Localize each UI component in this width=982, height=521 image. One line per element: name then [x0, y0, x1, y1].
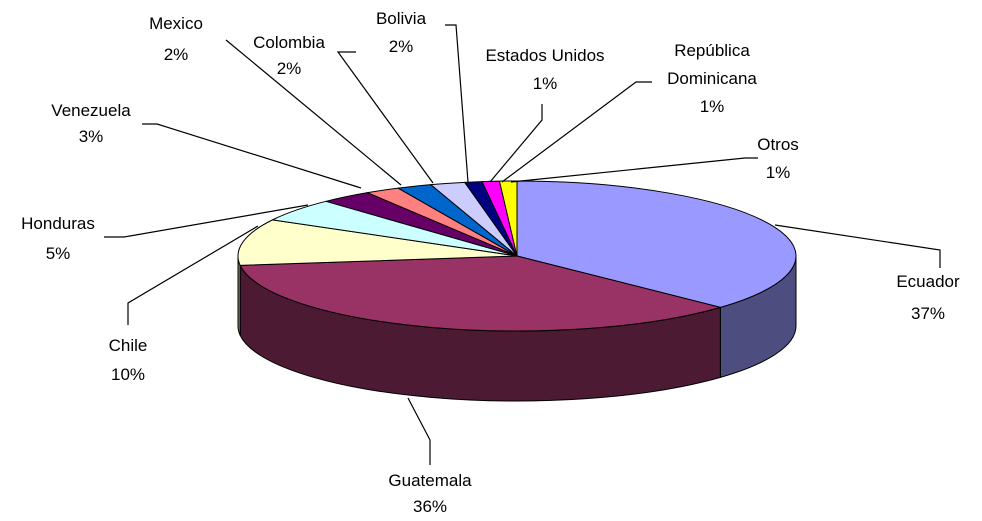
- slice-value: 2%: [277, 59, 302, 78]
- slice-label-venezuela: Venezuela 3%: [51, 101, 131, 146]
- slice-label-guatemala: Guatemala 36%: [388, 471, 472, 516]
- slice-label-otros: Otros 1%: [757, 135, 799, 182]
- leader-line-estados-unidos: [489, 104, 543, 183]
- leader-line-bolivia: [445, 24, 469, 183]
- slice-value: 3%: [79, 127, 104, 146]
- slice-name: Chile: [109, 336, 148, 355]
- slice-value: 36%: [413, 497, 447, 516]
- slice-label-republica-dominicana: República Dominicana 1%: [667, 41, 757, 116]
- leader-line-ecuador: [774, 224, 941, 268]
- slice-label-estados-unidos: Estados Unidos 1%: [485, 46, 604, 93]
- slice-name: República: [674, 41, 750, 60]
- slice-value: 1%: [533, 74, 558, 93]
- slice-name: Venezuela: [51, 101, 131, 120]
- slice-name: Dominicana: [667, 69, 757, 88]
- slice-ecuador: [516, 180, 797, 308]
- slice-chile: [237, 219, 518, 266]
- leader-line-honduras: [104, 204, 309, 238]
- slice-label-colombia: Colombia 2%: [253, 33, 325, 78]
- slice-name: Mexico: [149, 14, 203, 33]
- slice-label-ecuador: Ecuador 37%: [896, 272, 960, 323]
- slice-label-chile: Chile 10%: [109, 336, 148, 384]
- slice-name: Estados Unidos: [485, 46, 604, 65]
- slice-name: Ecuador: [896, 272, 960, 291]
- slice-value: 37%: [911, 304, 945, 323]
- slice-value: 10%: [111, 365, 145, 384]
- leader-line-republica-dominicana: [501, 81, 652, 183]
- slice-value: 5%: [46, 244, 71, 263]
- slice-name: Bolivia: [376, 9, 427, 28]
- leader-line-chile: [127, 225, 259, 325]
- slice-side-chile: [237, 255, 241, 336]
- slice-label-bolivia: Bolivia 2%: [376, 9, 427, 56]
- slice-label-mexico: Mexico 2%: [149, 14, 203, 64]
- slice-name: Colombia: [253, 33, 325, 52]
- leader-line-mexico: [225, 39, 402, 186]
- slice-name: Guatemala: [388, 471, 472, 490]
- slice-name: Otros: [757, 135, 799, 154]
- slice-value: 1%: [700, 97, 725, 116]
- slice-guatemala: [239, 255, 721, 332]
- leader-line-venezuela: [142, 123, 362, 189]
- leader-line-guatemala: [407, 397, 431, 465]
- leader-line-otros: [510, 157, 758, 183]
- leader-line-colombia: [336, 51, 434, 184]
- slice-value: 2%: [164, 45, 189, 64]
- slice-value: 1%: [766, 163, 791, 182]
- slice-label-honduras: Honduras 5%: [21, 214, 95, 263]
- slice-value: 2%: [389, 37, 414, 56]
- slice-name: Honduras: [21, 214, 95, 233]
